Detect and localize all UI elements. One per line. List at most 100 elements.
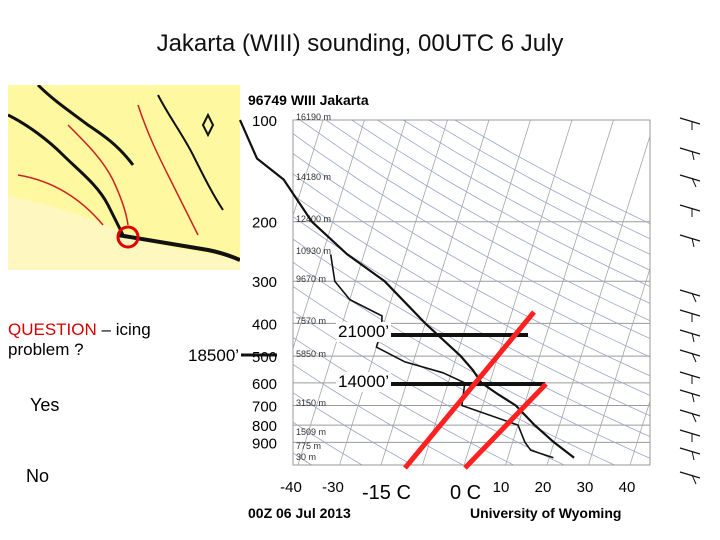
wind-barb <box>679 174 701 182</box>
wind-barb <box>691 292 697 303</box>
dry-adiabat <box>293 261 650 459</box>
dry-adiabat <box>293 336 514 465</box>
wind-barbs <box>679 117 701 485</box>
y-tick-label: 900 <box>252 435 277 452</box>
x-tick-label: -40 <box>280 479 302 496</box>
height-label: 5850 m <box>296 349 326 359</box>
wind-barb <box>691 450 695 461</box>
dry-adiabat <box>325 120 650 304</box>
question-text: QUESTION – icing problem ? <box>8 320 151 360</box>
map-coastline <box>36 85 135 166</box>
height-label: 16190 m <box>296 112 331 122</box>
isotherm-line <box>8 120 116 465</box>
isotherm-line <box>339 120 448 465</box>
skewt-grid <box>8 120 720 465</box>
isotherm-line <box>588 267 650 465</box>
dry-adiabat <box>293 238 650 438</box>
isotherm-line <box>293 120 324 218</box>
dry-adiabat <box>293 285 615 465</box>
footer-date: 00Z 06 Jul 2013 <box>248 505 351 521</box>
dry-adiabat <box>293 194 650 396</box>
dry-adiabat <box>293 153 650 358</box>
wind-barb <box>691 237 695 248</box>
region-map <box>8 85 240 270</box>
map-coastline <box>157 94 224 211</box>
dry-adiabat <box>293 133 650 340</box>
map-contour <box>137 104 199 236</box>
height-label: 30 m <box>296 452 316 462</box>
map-coastline <box>117 233 240 262</box>
wind-barb <box>679 447 701 455</box>
wind-barb <box>679 289 701 297</box>
height-label: 14180 m <box>296 172 331 182</box>
dry-adiabat <box>293 216 650 417</box>
isotherm-line <box>91 120 199 465</box>
dry-adiabat <box>377 120 650 271</box>
isotherm-line <box>422 120 531 465</box>
height-label: 12400 m <box>296 214 331 224</box>
y-tick-label: 400 <box>252 316 277 333</box>
isotherm-label-zero: 0 C <box>448 482 484 505</box>
map-island <box>201 112 215 138</box>
map-coastline <box>8 113 125 236</box>
wind-barb <box>679 371 701 379</box>
wind-barb <box>679 117 701 125</box>
isotherm-line <box>505 120 614 465</box>
isotherm-line <box>672 120 720 465</box>
question-line2: problem ? <box>8 340 84 359</box>
dry-adiabat <box>293 363 464 465</box>
dry-adiabat <box>293 392 413 465</box>
wind-barb <box>679 349 701 357</box>
y-tick-label: 600 <box>252 376 277 393</box>
temperature-line <box>238 119 575 459</box>
dry-adiabat <box>293 173 650 377</box>
x-tick-label: 20 <box>535 479 552 496</box>
question-rest: – icing <box>96 320 151 339</box>
wind-barb <box>679 309 701 317</box>
choice-yes[interactable]: Yes <box>30 395 60 415</box>
station-label: 96749 WIII Jakarta <box>248 92 369 108</box>
height-label: 9670 m <box>296 274 326 284</box>
isotherm-line <box>380 120 490 465</box>
isotherm-line <box>132 120 240 465</box>
altitude-label-21000: 21000’ <box>336 322 392 342</box>
wind-barb <box>679 204 701 212</box>
x-tick-label: 40 <box>619 479 636 496</box>
wind-barb <box>691 332 695 343</box>
slide-title: Jakarta (WIII) sounding, 00UTC 6 July <box>156 30 564 57</box>
isotherm-zero-line <box>463 382 548 470</box>
x-tick-label: 10 <box>493 479 510 496</box>
wind-barb <box>691 150 695 161</box>
y-tick-label: 500 <box>252 349 277 366</box>
wind-barb <box>691 177 697 188</box>
choice-no[interactable]: No <box>26 466 50 486</box>
y-tick-label: 700 <box>252 399 277 416</box>
x-tick-label: 30 <box>577 479 594 496</box>
wind-barb <box>679 471 701 479</box>
isotherm-line <box>629 399 650 465</box>
dry-adiabat <box>454 120 650 225</box>
wind-barb <box>679 389 701 397</box>
height-label: 10930 m <box>296 246 331 256</box>
dry-adiabat <box>293 310 565 465</box>
y-tick-label: 200 <box>252 215 277 232</box>
x-tick-label: -30 <box>322 479 344 496</box>
isotherm-label-minus15: -15 C <box>360 482 413 505</box>
isotherm-line <box>49 120 157 465</box>
station-marker <box>116 225 140 249</box>
y-tick-label: 800 <box>252 418 277 435</box>
wind-barb <box>691 474 697 485</box>
dry-adiabat <box>351 120 650 288</box>
wind-barb <box>679 234 701 242</box>
wind-barb <box>691 392 695 403</box>
dry-adiabat <box>293 421 363 465</box>
wind-barb <box>691 412 697 423</box>
altitude-label-18500: 18500’ <box>186 346 242 366</box>
y-tick-label: 100 <box>252 113 277 130</box>
isotherm-line <box>546 134 650 465</box>
dewpoint-line <box>329 254 554 459</box>
wind-barb <box>679 409 701 417</box>
height-label: 1509 m <box>296 427 326 437</box>
map-contour <box>17 174 104 226</box>
